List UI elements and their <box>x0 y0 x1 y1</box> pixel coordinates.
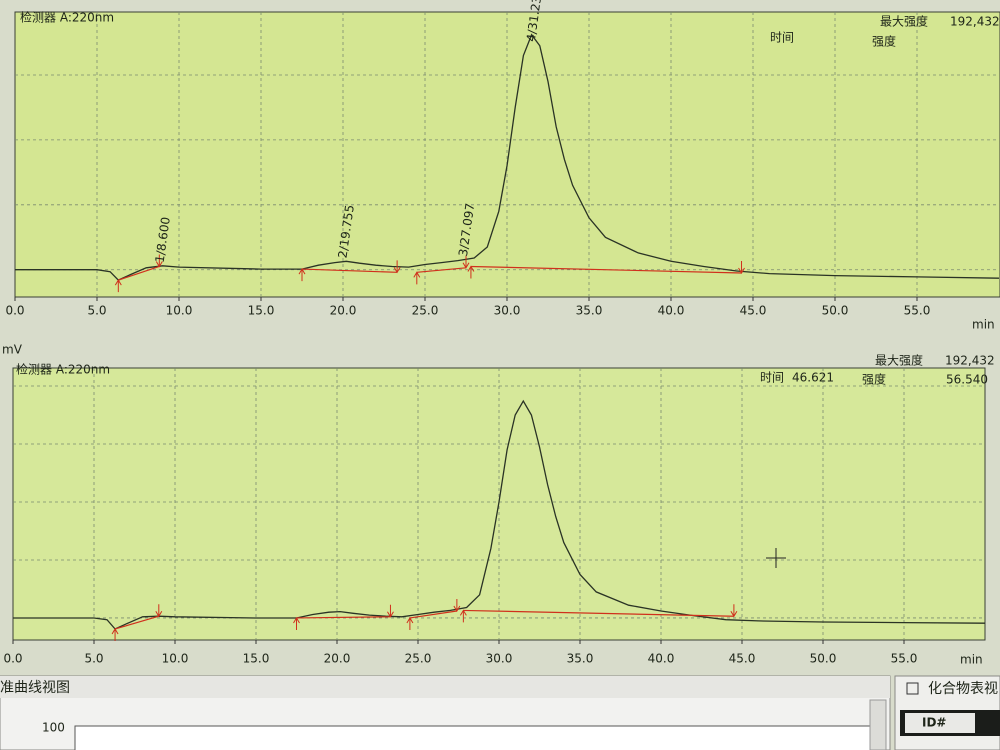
integration-marker <box>155 254 163 268</box>
trace <box>15 33 1000 281</box>
integration-marker <box>387 604 394 618</box>
integration-baseline <box>296 616 391 619</box>
x-tick-label: 40.0 <box>658 304 685 318</box>
column-header[interactable] <box>905 713 975 733</box>
intensity-label: 强度 <box>872 34 896 49</box>
x-tick-label: 45.0 <box>729 652 756 666</box>
x-tick-label: 15.0 <box>243 652 270 666</box>
x-tick-label: 40.0 <box>648 652 675 666</box>
detector-label: 检测器 A:220nm <box>16 362 110 377</box>
integration-baseline <box>463 609 734 617</box>
time-value: 46.621 <box>792 371 834 385</box>
integration-baseline <box>118 265 160 281</box>
x-tick-label: 0.0 <box>5 304 24 318</box>
x-tick-label: 20.0 <box>324 652 351 666</box>
integration-marker <box>298 268 306 282</box>
cursor <box>766 548 786 568</box>
x-tick-label: 15.0 <box>248 304 275 318</box>
x-tick-label: 50.0 <box>822 304 849 318</box>
x-tick-label: 10.0 <box>166 304 193 318</box>
max-intensity-label: 最大强度 <box>875 353 923 368</box>
integration-marker <box>730 604 738 618</box>
y-axis-unit: mV <box>2 343 23 357</box>
intensity-value: 56.540 <box>946 373 988 387</box>
x-tick-label: 35.0 <box>576 304 603 318</box>
x-tick-label: 35.0 <box>567 652 594 666</box>
peak-label: 1/8.600 <box>153 216 173 264</box>
calibration-tick: 100 <box>42 721 65 735</box>
intensity-label: 强度 <box>862 372 886 387</box>
integration-baseline <box>470 265 742 274</box>
panel-title-bar <box>0 676 890 698</box>
max-intensity: 192,432 <box>950 15 1000 29</box>
integration-baseline <box>416 267 467 273</box>
x-tick-label: 20.0 <box>330 304 357 318</box>
x-tick-label: 25.0 <box>412 304 439 318</box>
time-label: 时间 <box>770 31 794 45</box>
column-label: ID# <box>922 716 946 730</box>
x-tick-label: 55.0 <box>904 304 931 318</box>
integration-marker <box>453 599 461 612</box>
calibration-plot <box>74 725 871 750</box>
scrollbar[interactable] <box>869 699 887 750</box>
integration-marker <box>462 255 470 269</box>
plot-area <box>14 11 1000 298</box>
integration-marker <box>459 609 467 623</box>
trace <box>13 399 986 630</box>
x-tick-label: 5.0 <box>84 652 103 666</box>
integration-marker <box>406 616 414 630</box>
max-intensity: 192,432 <box>945 354 995 368</box>
integration-marker <box>114 279 122 293</box>
time-label: 时间 <box>760 371 784 385</box>
panel-title: 化合物表视 <box>928 681 998 697</box>
x-tick-label: 30.0 <box>486 652 513 666</box>
panel-title: 准曲线视图 <box>0 680 70 696</box>
x-tick-label: 25.0 <box>405 652 432 666</box>
window-icon[interactable] <box>906 682 919 695</box>
x-tick-label: 5.0 <box>87 304 106 318</box>
integration-marker <box>467 265 475 279</box>
integration-baseline <box>114 615 159 630</box>
integration-marker <box>293 616 300 630</box>
x-tick-label: 10.0 <box>162 652 189 666</box>
integration-marker <box>393 260 401 274</box>
x-tick-label: 45.0 <box>740 304 767 318</box>
x-axis-unit: min <box>960 653 983 667</box>
x-axis-unit: min <box>972 318 995 332</box>
x-tick-label: 50.0 <box>810 652 837 666</box>
detector-label: 检测器 A:220nm <box>20 10 114 25</box>
integration-marker <box>155 604 163 618</box>
integration-marker <box>111 628 119 641</box>
max-intensity-label: 最大强度 <box>880 14 928 29</box>
integration-marker <box>413 271 421 285</box>
integration-baseline <box>409 610 457 619</box>
integration-baseline <box>301 268 398 273</box>
integration-marker <box>738 260 745 274</box>
x-tick-label: 55.0 <box>891 652 918 666</box>
x-tick-label: 30.0 <box>494 304 521 318</box>
x-tick-label: 0.0 <box>3 652 22 666</box>
